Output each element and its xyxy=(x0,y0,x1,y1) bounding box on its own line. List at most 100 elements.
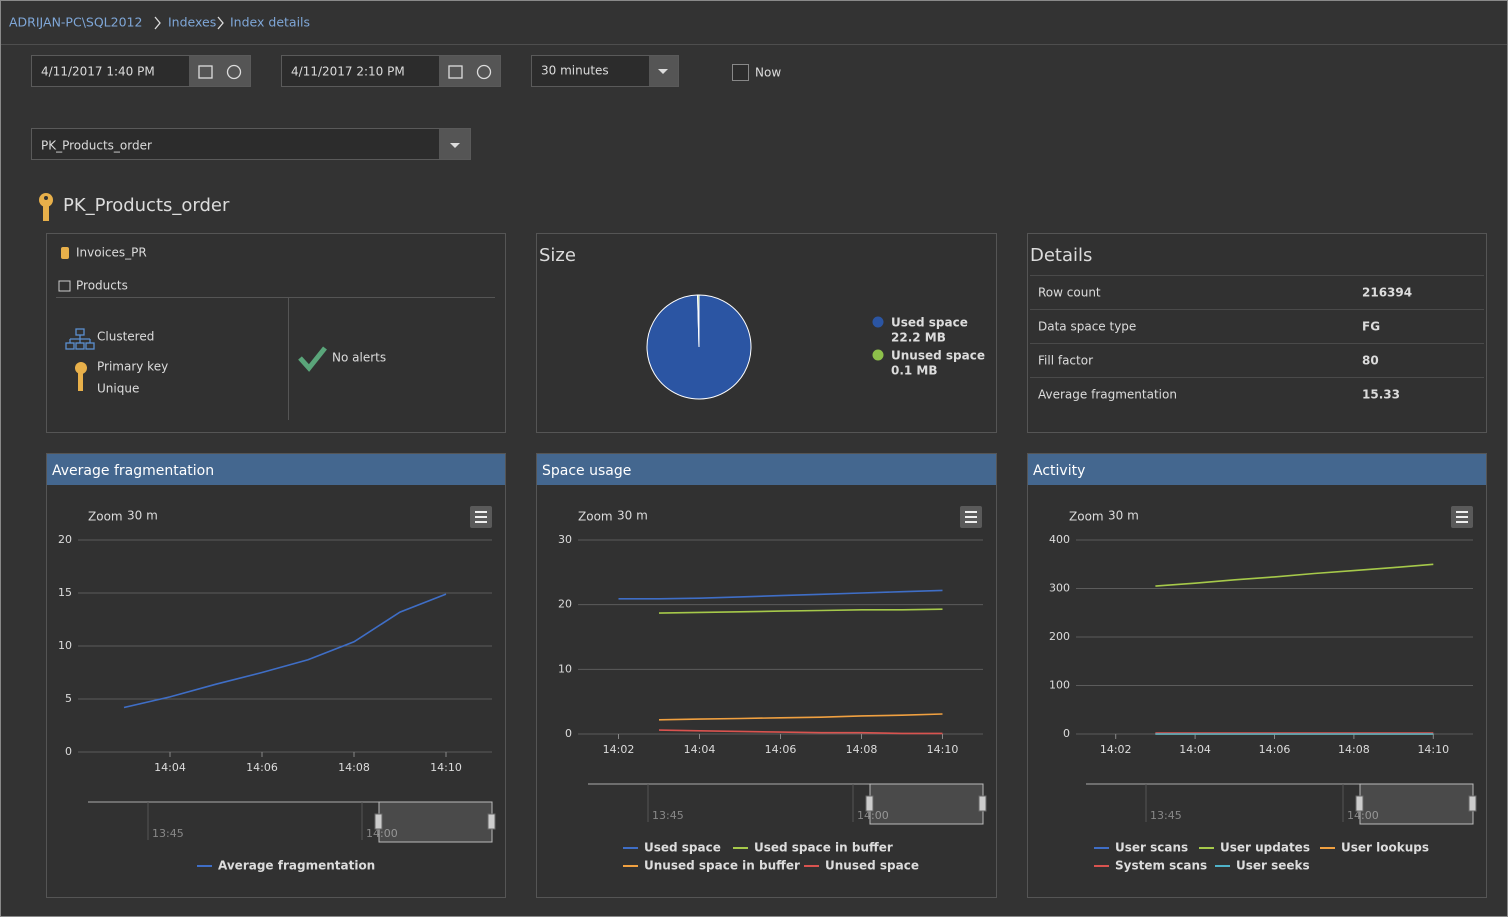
legend-label: Unused space xyxy=(891,349,985,363)
navigator-handle[interactable] xyxy=(1355,795,1364,812)
panel-header xyxy=(47,454,505,485)
navigator-window[interactable] xyxy=(869,783,984,825)
menu-icon xyxy=(475,511,487,523)
chart-title: Average fragmentation xyxy=(52,463,214,479)
start-picker[interactable]: 4/11/2017 1:40 PM xyxy=(31,55,251,87)
fragmentation-panel xyxy=(46,453,506,898)
detail-label: Data space type xyxy=(1038,320,1136,334)
data-label: 0.1 MB xyxy=(891,364,938,378)
navigator-handle[interactable] xyxy=(374,813,383,830)
x-tick-label: 14:02 xyxy=(603,743,635,756)
dropdown-arrow xyxy=(450,143,460,148)
dropdown-arrow xyxy=(658,69,668,74)
legend-label[interactable]: User lookups xyxy=(1341,841,1429,855)
now-checkbox[interactable] xyxy=(732,64,749,81)
legend-marker xyxy=(872,349,884,361)
y-tick-label: 10 xyxy=(58,639,72,652)
legend-label[interactable]: System scans xyxy=(1115,859,1207,873)
navigator-label: 13:45 xyxy=(1150,809,1182,822)
key-icon xyxy=(75,362,87,391)
navigator-label: 14:00 xyxy=(366,827,398,840)
legend-label[interactable]: Average fragmentation xyxy=(218,859,375,873)
chart-title: Activity xyxy=(1033,463,1085,479)
breadcrumb-current: Index details xyxy=(230,15,310,30)
legend-label[interactable]: Used space xyxy=(644,841,721,855)
y-tick-label: 0 xyxy=(65,745,72,758)
breadcrumb-indexes[interactable]: Indexes xyxy=(168,15,216,30)
database-name: Invoices_PR xyxy=(76,246,147,260)
interval-value: 30 minutes xyxy=(541,64,609,78)
y-tick-label: 20 xyxy=(558,598,572,611)
details-table: Row count 216394 Data space type FG Fill fac… xyxy=(1030,275,1484,402)
x-tick-label: 14:06 xyxy=(246,761,278,774)
legend-label[interactable]: Used space in buffer xyxy=(754,841,893,855)
navigator-handle[interactable] xyxy=(865,795,874,812)
zoom-label: Zoom xyxy=(1069,510,1104,524)
navigator-window[interactable] xyxy=(1359,783,1474,825)
pie-slice xyxy=(697,294,700,348)
info-panel xyxy=(46,233,506,433)
calendar-icon[interactable] xyxy=(448,65,463,79)
now-label[interactable]: Now xyxy=(755,66,781,80)
series-line xyxy=(658,713,943,721)
zoom-label: Zoom xyxy=(88,510,123,524)
x-tick-label: 14:08 xyxy=(338,761,370,774)
legend-label[interactable]: Unused space xyxy=(825,859,919,873)
key-icon xyxy=(39,193,53,221)
detail-label: Fill factor xyxy=(1038,354,1093,368)
x-tick-label: 14:04 xyxy=(684,743,716,756)
legend-label[interactable]: User updates xyxy=(1220,841,1310,855)
detail-value: 80 xyxy=(1362,354,1379,368)
breadcrumb-chevron xyxy=(154,16,161,30)
legend-label[interactable]: User scans xyxy=(1115,841,1188,855)
details-title: Details xyxy=(1030,245,1092,266)
y-tick-label: 0 xyxy=(565,727,572,740)
navigator-label: 14:00 xyxy=(857,809,889,822)
navigator-handle[interactable] xyxy=(1468,795,1477,812)
series-line xyxy=(1155,563,1434,587)
unique: Unique xyxy=(97,382,139,396)
clock-icon[interactable] xyxy=(476,64,492,80)
chart-title: Space usage xyxy=(542,463,631,479)
index-type: Clustered xyxy=(97,330,154,344)
navigator-handle[interactable] xyxy=(978,795,987,812)
x-tick-label: 14:10 xyxy=(430,761,462,774)
x-tick-label: 14:08 xyxy=(846,743,878,756)
clock-icon[interactable] xyxy=(226,64,242,80)
x-tick-label: 14:04 xyxy=(154,761,186,774)
size-title: Size xyxy=(539,245,576,266)
series-line xyxy=(658,608,943,614)
x-tick-label: 14:08 xyxy=(1338,743,1370,756)
zoom-value: 30 m xyxy=(127,509,158,523)
x-tick-label: 14:06 xyxy=(765,743,797,756)
calendar-icon[interactable] xyxy=(198,65,213,79)
end-picker[interactable]: 4/11/2017 2:10 PM xyxy=(281,55,501,87)
alerts: No alerts xyxy=(332,351,386,365)
menu-icon xyxy=(965,511,977,523)
navigator-label: 14:00 xyxy=(1347,809,1379,822)
primary-key: Primary key xyxy=(97,360,168,374)
y-tick-label: 20 xyxy=(58,533,72,546)
database-icon xyxy=(61,247,69,259)
legend-label[interactable]: User seeks xyxy=(1236,859,1310,873)
end-value: 4/11/2017 2:10 PM xyxy=(291,65,405,79)
legend-label[interactable]: Unused space in buffer xyxy=(644,859,800,873)
navigator-handle[interactable] xyxy=(487,813,496,830)
y-tick-label: 100 xyxy=(1049,679,1070,692)
detail-value: 15.33 xyxy=(1362,388,1400,402)
x-tick-label: 14:10 xyxy=(927,743,959,756)
panel-header xyxy=(537,454,996,485)
navigator-label: 13:45 xyxy=(652,809,684,822)
legend-label: Used space xyxy=(891,316,968,330)
zoom-label: Zoom xyxy=(578,510,613,524)
legend-marker xyxy=(872,316,884,328)
y-tick-label: 400 xyxy=(1049,533,1070,546)
index-select[interactable] xyxy=(31,128,471,160)
y-tick-label: 15 xyxy=(58,586,72,599)
zoom-value: 30 m xyxy=(1108,509,1139,523)
navigator-window[interactable] xyxy=(378,801,493,843)
size-panel xyxy=(536,233,997,433)
table-icon xyxy=(58,280,71,292)
breadcrumb-server[interactable]: ADRIJAN-PC\SQL2012 xyxy=(9,15,142,30)
